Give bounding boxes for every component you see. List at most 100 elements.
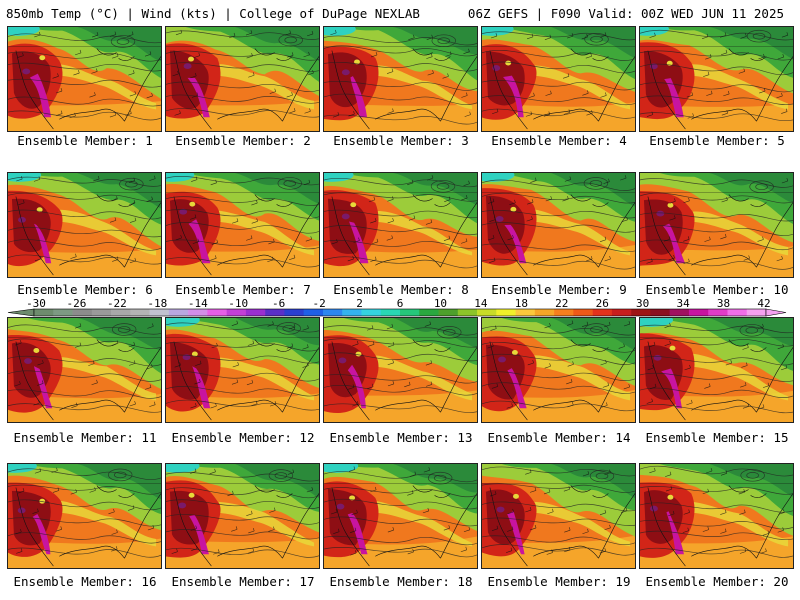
temperature-map-icon (166, 27, 319, 131)
colorbar-swatch (727, 309, 748, 316)
colorbar-tick-label: -26 (66, 297, 87, 310)
temperature-map-icon (166, 464, 319, 568)
ensemble-member-map (481, 463, 636, 569)
colorbar-swatch (303, 309, 324, 316)
colorbar-swatch (650, 309, 670, 316)
colorbar-swatch (188, 309, 208, 316)
temperature-colorbar (7, 308, 787, 317)
ensemble-member-map (323, 317, 478, 423)
colorbar-tick-label: -6 (272, 297, 286, 310)
ensemble-member-map (481, 26, 636, 132)
colorbar-swatch (361, 309, 382, 316)
ensemble-member-map (639, 317, 794, 423)
ensemble-member-map (639, 172, 794, 278)
colorbar-tick-label: 2 (356, 297, 363, 310)
colorbar-tick-label: 18 (514, 297, 528, 310)
ensemble-member-map (481, 172, 636, 278)
ensemble-member-caption: Ensemble Member: 13 (329, 430, 473, 445)
colorbar-swatch (515, 309, 536, 316)
colorbar-swatch (534, 309, 555, 316)
colorbar-tick-label: -14 (187, 297, 208, 310)
colorbar-swatch (322, 309, 343, 316)
ensemble-member-caption: Ensemble Member: 12 (171, 430, 315, 445)
colorbar-swatch (669, 309, 690, 316)
colorbar-tick-label: 22 (555, 297, 569, 310)
ensemble-member-caption: Ensemble Member: 8 (333, 282, 469, 297)
colorbar-tick-label: 14 (474, 297, 488, 310)
ensemble-member-caption: Ensemble Member: 18 (329, 574, 473, 589)
ensemble-member-caption: Ensemble Member: 19 (487, 574, 631, 589)
colorbar-swatch (245, 309, 266, 316)
ensemble-member-caption: Ensemble Member: 14 (487, 430, 631, 445)
colorbar-swatch (496, 309, 516, 316)
ensemble-member-map (639, 463, 794, 569)
colorbar-tick-label: 30 (636, 297, 650, 310)
ensemble-member-caption: Ensemble Member: 15 (645, 430, 789, 445)
colorbar-swatch (226, 309, 247, 316)
temperature-map-icon (8, 27, 161, 131)
colorbar-swatch (72, 309, 93, 316)
temperature-map-icon (482, 27, 635, 131)
colorbar-tick-label: -22 (106, 297, 127, 310)
colorbar-swatch (168, 309, 189, 316)
colorbar-swatch (34, 309, 54, 316)
temperature-map-icon (324, 27, 477, 131)
ensemble-member-caption: Ensemble Member: 3 (333, 133, 469, 148)
ensemble-member-map (165, 317, 320, 423)
temperature-map-icon (482, 464, 635, 568)
temperature-map-icon (166, 318, 319, 422)
temperature-map-icon (482, 318, 635, 422)
ensemble-member-caption: Ensemble Member: 6 (17, 282, 153, 297)
colorbar-tick-label: 42 (757, 297, 771, 310)
colorbar-swatch (477, 309, 497, 316)
colorbar-swatch (611, 309, 632, 316)
chart-title: 850mb Temp (°C) | Wind (kts) | College o… (6, 6, 420, 21)
colorbar-tick-label: -18 (147, 297, 168, 310)
colorbar-swatch (419, 309, 439, 316)
colorbar-swatch (380, 309, 401, 316)
ensemble-member-map (481, 317, 636, 423)
colorbar-max-arrow (765, 308, 787, 317)
colorbar-swatch (130, 309, 150, 316)
ensemble-member-map (323, 26, 478, 132)
ensemble-member-caption: Ensemble Member: 11 (13, 430, 157, 445)
temperature-map-icon (8, 318, 161, 422)
colorbar-tick-label: 10 (433, 297, 448, 310)
colorbar-swatch (554, 309, 574, 316)
colorbar-swatch (91, 309, 112, 316)
colorbar-swatch (111, 309, 131, 316)
colorbar-swatch (284, 309, 304, 316)
ensemble-member-caption: Ensemble Member: 1 (17, 133, 153, 148)
ensemble-member-caption: Ensemble Member: 10 (645, 282, 789, 297)
ensemble-member-caption: Ensemble Member: 9 (491, 282, 627, 297)
temperature-map-icon (8, 464, 161, 568)
temperature-map-icon (324, 173, 477, 277)
ensemble-member-caption: Ensemble Member: 16 (13, 574, 157, 589)
temperature-map-icon (640, 318, 793, 422)
ensemble-member-map (323, 463, 478, 569)
colorbar-swatch (438, 309, 459, 316)
colorbar-swatch (457, 309, 478, 316)
colorbar-swatch (592, 309, 613, 316)
ensemble-member-caption: Ensemble Member: 7 (175, 282, 311, 297)
ensemble-member-caption: Ensemble Member: 17 (171, 574, 315, 589)
colorbar-swatch (53, 309, 73, 316)
ensemble-member-caption: Ensemble Member: 4 (491, 133, 627, 148)
run-valid-time: 06Z GEFS | F090 Valid: 00Z WED JUN 11 20… (467, 6, 784, 21)
ensemble-member-map (7, 26, 162, 132)
ensemble-member-map (7, 172, 162, 278)
colorbar-swatch (708, 309, 728, 316)
colorbar-tick-label: -30 (26, 297, 46, 310)
ensemble-member-map (165, 26, 320, 132)
colorbar-swatch (342, 309, 362, 316)
colorbar-tick-label: 34 (676, 297, 690, 310)
colorbar-tick-label: 26 (595, 297, 609, 310)
ensemble-member-map (323, 172, 478, 278)
colorbar-tick-label: 38 (716, 297, 731, 310)
ensemble-member-map (7, 317, 162, 423)
colorbar-tick-label: 6 (396, 297, 404, 310)
temperature-map-icon (324, 464, 477, 568)
temperature-map-icon (640, 464, 793, 568)
temperature-map-icon (8, 173, 161, 277)
